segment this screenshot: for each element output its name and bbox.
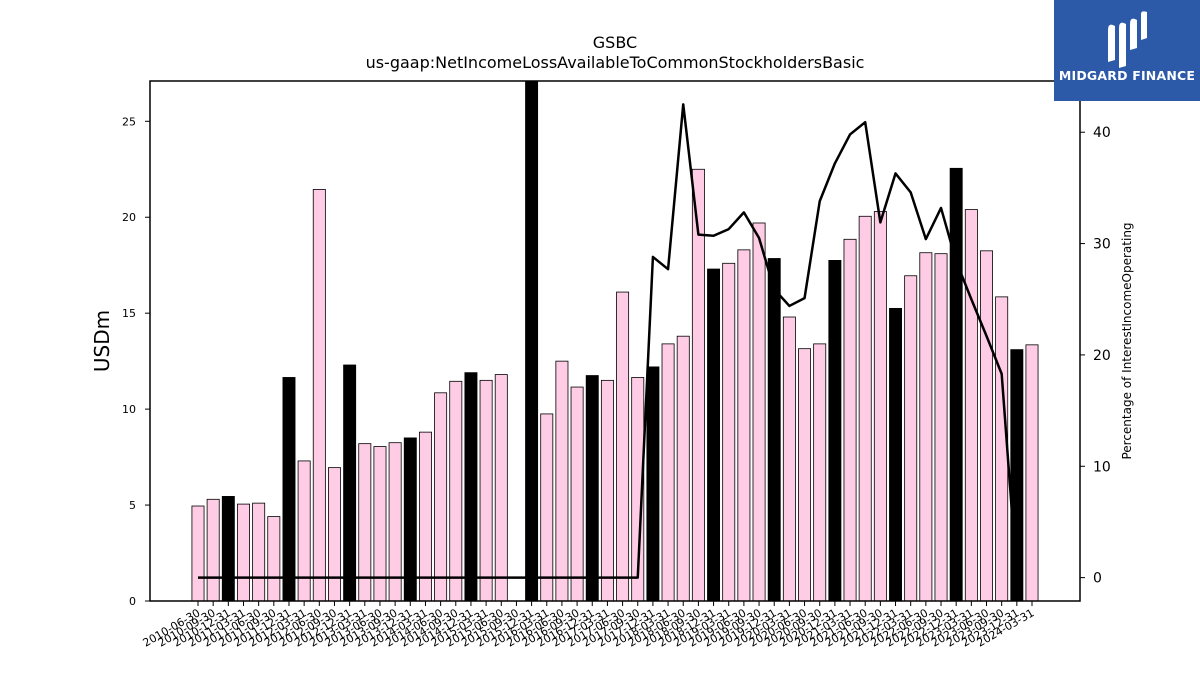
y-tick-label: 25 [122,115,136,128]
bar [813,343,827,602]
bar [843,238,857,602]
bar [616,291,630,602]
bar [252,502,266,602]
bar [737,249,751,602]
bar [328,467,341,602]
logo-text: MIDGARD FINANCE [1058,68,1196,83]
bar [646,366,660,602]
line-group [198,103,1019,579]
bar [782,316,796,602]
y-right-tick-label: 30 [1093,237,1111,253]
y-axis-left: 0 5 10 15 20 25 [122,115,150,608]
bar [980,250,993,602]
bar [540,413,554,602]
bar [798,348,812,602]
bar [889,307,902,602]
chart-title: GSBC [593,33,637,52]
bar [267,516,281,602]
bar [964,209,978,602]
chart-subtitle: us-gaap:NetIncomeLossAvailableToCommonSt… [366,53,865,72]
y-tick-label: 20 [122,211,136,224]
bar [873,211,887,602]
bars-group [191,80,1039,602]
y-right-tick-label: 20 [1093,348,1111,364]
bar [464,372,478,602]
plot-frame [149,80,1081,602]
series-line [198,103,1019,579]
bar [752,222,766,602]
y-tick-label: 5 [129,499,136,512]
bar [904,275,918,602]
bar [221,496,235,602]
bar [858,215,872,602]
bar [237,503,250,602]
bar [570,386,584,602]
y-right-tick-label: 10 [1093,459,1111,475]
bar [676,335,690,602]
bar [995,296,1009,602]
bar [555,360,569,602]
y-axis-label-right: Percentage of InterestIncomeOperating [1120,222,1134,459]
bar [191,505,205,602]
bar [297,460,311,602]
bar [585,375,599,602]
bar [828,260,842,602]
x-axis: 2010-06-302010-09-302010-12-312011-03-31… [141,601,1037,650]
bar [934,253,948,602]
bar [1025,344,1039,602]
bar [707,268,721,602]
bar [494,374,508,602]
y-axis-label-left: USDm [90,310,114,372]
bar [525,80,539,602]
y-right-tick-label: 0 [1093,571,1102,587]
y-tick-label: 0 [129,595,136,608]
bar [418,431,432,602]
bar [722,262,736,602]
bar [479,379,493,602]
y-tick-label: 15 [122,307,136,320]
logo: MIDGARD FINANCE [1054,0,1200,101]
bar [434,392,448,602]
bar [919,252,933,602]
bar [312,189,326,602]
bar [449,380,463,602]
bar [282,377,296,602]
bar [600,379,614,602]
bar [767,258,781,602]
y-axis-right: 0 10 20 30 40 [1080,125,1111,587]
y-right-tick-label: 40 [1093,125,1111,141]
midgard-logo-icon [1108,11,1147,69]
bar [949,167,963,602]
y-tick-label: 10 [122,403,136,416]
bar [661,343,675,602]
bar [206,498,220,602]
bar [343,364,357,602]
